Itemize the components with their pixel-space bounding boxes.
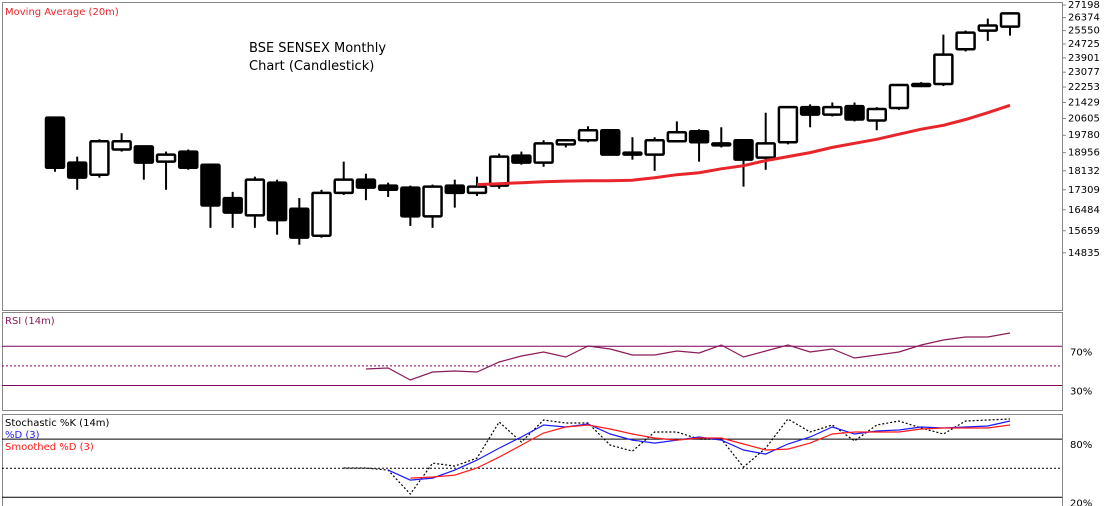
y-tick-label: 20%: [1070, 498, 1092, 506]
candle-body: [844, 104, 865, 121]
candle-body: [910, 82, 932, 88]
legend-label: %D (3): [5, 430, 40, 441]
y-tick-label: 20605: [1068, 114, 1100, 125]
candle-body: [155, 153, 177, 163]
candle-body: [222, 196, 243, 214]
y-tick-label: 30%: [1070, 387, 1092, 398]
candle-body: [444, 184, 466, 195]
series-line: [343, 418, 1011, 496]
candle-body: [333, 178, 354, 195]
candle-body: [599, 128, 621, 156]
candle-body: [644, 139, 665, 156]
series-line: [387, 420, 1011, 481]
y-tick-label: 16484: [1068, 205, 1100, 216]
candle-body: [822, 105, 843, 116]
candle-body: [999, 12, 1021, 28]
chart-title: BSE SENSEX Monthly Chart (Candlestick): [249, 41, 387, 74]
y-tick-label: 27198: [1068, 0, 1100, 11]
price-panel: [2, 2, 1063, 311]
candle-body: [555, 139, 577, 146]
candle-body: [666, 130, 688, 143]
candle-body: [933, 53, 954, 86]
candle-body: [733, 139, 754, 161]
candle-body: [422, 185, 443, 218]
candle-body: [577, 128, 599, 142]
candle-body: [688, 129, 710, 144]
y-tick-label: 22253: [1068, 82, 1100, 93]
stochastic-panel: [2, 414, 1063, 506]
candle-body: [711, 142, 732, 147]
candle-body: [799, 105, 821, 116]
y-tick-label: 23901: [1068, 53, 1100, 64]
candle-body: [66, 161, 88, 179]
y-tick-label: 21429: [1068, 97, 1100, 108]
y-tick-label: 15659: [1068, 226, 1100, 237]
series-line: [365, 332, 1011, 381]
candle-body: [488, 155, 510, 187]
y-tick-label: 18132: [1068, 166, 1100, 177]
y-tick-label: 17309: [1068, 185, 1100, 196]
y-tick-label: 25550: [1068, 26, 1100, 37]
legend-label: Moving Average (20m): [5, 7, 119, 18]
candle-body: [111, 140, 132, 151]
y-tick-label: 26374: [1068, 13, 1100, 24]
candle-body: [178, 150, 199, 170]
series-line: [410, 424, 1011, 479]
candle-body: [955, 31, 976, 51]
candle-body: [400, 186, 421, 218]
y-tick-label: 80%: [1070, 440, 1092, 451]
series-line: [476, 103, 1011, 187]
legend-label: Smoothed %D (3): [5, 442, 94, 453]
candle-body: [977, 24, 999, 32]
candle-body: [89, 140, 110, 176]
candle-body: [289, 207, 310, 239]
candle-body: [244, 178, 266, 217]
candle-body: [377, 184, 399, 192]
candle-body: [355, 178, 377, 189]
legend-label: Stochastic %K (14m): [5, 418, 110, 429]
candle-body: [133, 145, 155, 164]
candle-body: [311, 191, 332, 237]
y-tick-label: 70%: [1070, 347, 1092, 358]
candle-body: [44, 116, 66, 170]
candle-body: [266, 181, 288, 222]
y-tick-label: 14835: [1068, 248, 1100, 259]
y-tick-label: 24725: [1068, 39, 1100, 50]
candle-body: [622, 151, 643, 156]
candle-body: [866, 107, 887, 122]
y-tick-label: 23077: [1068, 67, 1100, 78]
candle-body: [888, 83, 910, 110]
legend-label: RSI (14m): [5, 316, 55, 327]
candle-body: [466, 185, 488, 195]
candle-body: [777, 105, 799, 144]
candle-body: [511, 154, 532, 164]
candle-body: [533, 142, 554, 164]
y-tick-label: 19780: [1068, 130, 1100, 141]
candle-body: [200, 163, 221, 207]
candle-body: [755, 142, 776, 159]
y-tick-label: 18956: [1068, 148, 1100, 159]
rsi-panel: [2, 312, 1063, 411]
